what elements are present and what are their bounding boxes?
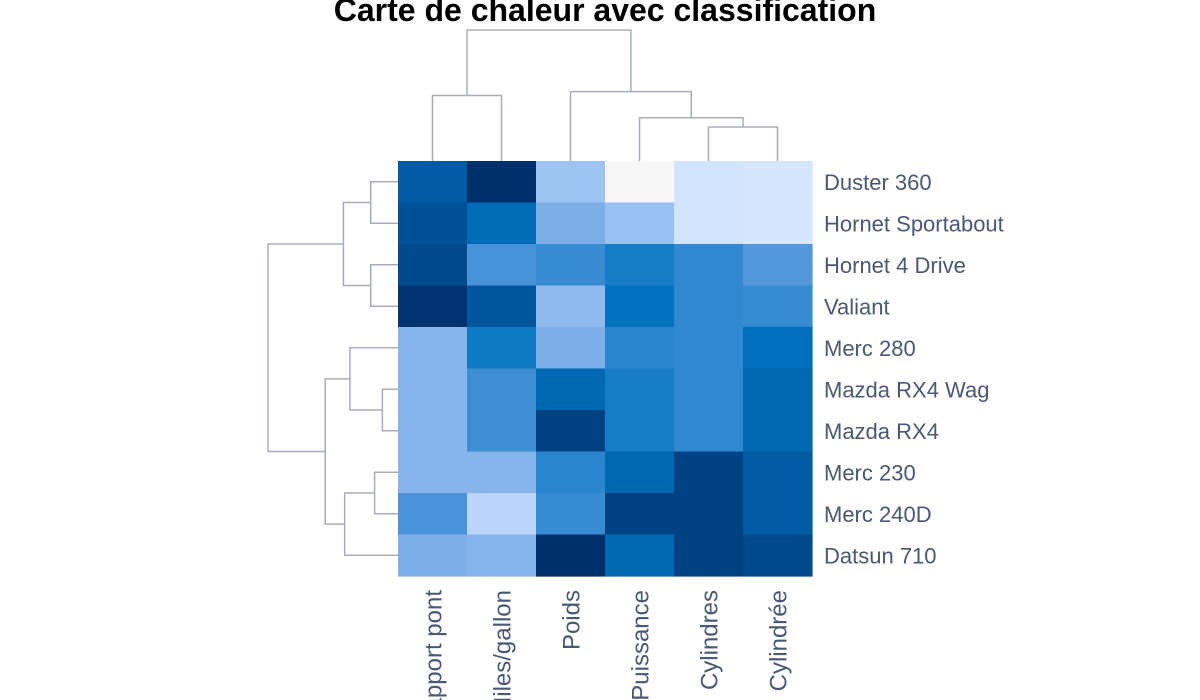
heatmap-cell: [743, 161, 813, 204]
heatmap-cell: [536, 244, 606, 287]
heatmap-cell: [743, 368, 813, 411]
heatmap-cell: [467, 202, 537, 245]
heatmap-cell: [743, 285, 813, 328]
column-label: Poids: [559, 590, 586, 650]
heatmap-cell: [605, 493, 675, 536]
column-label: Rapport pont: [421, 590, 448, 700]
dendrogram-branch: [369, 264, 398, 307]
heatmap-cell: [674, 244, 744, 287]
heatmap-cell: [398, 493, 468, 536]
row-label: Merc 230: [824, 460, 916, 485]
heatmap-cell: [536, 534, 606, 577]
chart-title: Carte de chaleur avec classification: [333, 0, 877, 28]
heatmap-cell: [398, 368, 468, 411]
row-label: Hornet Sportabout: [824, 211, 1004, 236]
row-label: Mazda RX4: [824, 419, 939, 444]
heatmap-cell: [743, 534, 813, 577]
heatmap-cell: [605, 327, 675, 370]
heatmap-cells: [398, 161, 813, 577]
column-label: Cylindrée: [766, 590, 793, 691]
heatmap-cell: [467, 410, 537, 453]
heatmap-cell: [467, 534, 537, 577]
heatmap-cell: [467, 327, 537, 370]
heatmap-cell: [398, 285, 468, 328]
heatmap-cell: [743, 451, 813, 494]
heatmap-cell: [743, 410, 813, 453]
row-label: Merc 280: [824, 336, 916, 361]
heatmap-cell: [605, 285, 675, 328]
heatmap-cell: [398, 534, 468, 577]
dendrogram-branch: [569, 90, 692, 161]
heatmap-cell: [605, 368, 675, 411]
row-labels: Duster 360 Hornet Sportabout Hornet 4 Driv…: [824, 170, 1004, 569]
dendrogram-branch: [342, 201, 371, 287]
heatmap-cell: [536, 202, 606, 245]
heatmap-cell: [467, 161, 537, 204]
dendrogram-branch: [369, 181, 398, 224]
heatmap-cell: [398, 161, 468, 204]
heatmap-cell: [467, 244, 537, 287]
row-label: Mazda RX4 Wag: [824, 377, 989, 402]
heatmap-cell: [743, 244, 813, 287]
dendrogram-branch: [373, 471, 398, 515]
heatmap-cell: [605, 410, 675, 453]
heatmap-cell: [674, 161, 744, 204]
dendrogram-branch: [381, 388, 398, 432]
heatmap-cell: [674, 493, 744, 536]
heatmap-cell: [536, 327, 606, 370]
dendrogram-branch: [707, 126, 779, 161]
heatmap-cell: [674, 285, 744, 328]
heatmap-cell: [398, 327, 468, 370]
heatmap-cell: [605, 534, 675, 577]
dendrogram-branch: [324, 378, 350, 525]
heatmap-cell: [536, 285, 606, 328]
heatmap-cell: [674, 368, 744, 411]
heatmap-cell: [536, 410, 606, 453]
heatmap-cell: [536, 161, 606, 204]
row-dendrogram: [267, 181, 398, 556]
row-label: Merc 240D: [824, 502, 932, 527]
heatmap-cell: [674, 410, 744, 453]
heatmap-cell: [536, 451, 606, 494]
heatmap-cell: [605, 451, 675, 494]
heatmap-cell: [536, 493, 606, 536]
heatmap-cell: [467, 451, 537, 494]
heatmap-cell: [398, 202, 468, 245]
heatmap-cell: [467, 368, 537, 411]
heatmap-cell: [467, 493, 537, 536]
heatmap-cell: [743, 327, 813, 370]
heatmap-cell: [605, 161, 675, 204]
column-label: Miles/gallon: [490, 590, 517, 700]
row-label: Duster 360: [824, 170, 932, 195]
heatmap-cell: [674, 202, 744, 245]
heatmap-cell: [536, 368, 606, 411]
column-label: Cylindres: [697, 590, 724, 690]
heatmap-cell: [398, 410, 468, 453]
column-dendrogram: [431, 29, 779, 161]
dendrogram-branch: [466, 29, 632, 96]
row-label: Datsun 710: [824, 543, 937, 568]
heatmap-cell: [605, 202, 675, 245]
heatmap-cell: [398, 451, 468, 494]
heatmap-cell: [743, 493, 813, 536]
dendrogram-branch: [431, 94, 503, 161]
row-label: Valiant: [824, 294, 890, 319]
heatmap-cell: [674, 327, 744, 370]
heatmap-cell: [743, 202, 813, 245]
heatmap-cell: [674, 534, 744, 577]
dendrogram-branch: [267, 243, 344, 453]
column-labels: Rapport pont Miles/gallon Poids Puissance Cy…: [421, 590, 793, 700]
heatmap-cell: [674, 451, 744, 494]
dendrogram-branch: [638, 117, 744, 161]
row-label: Hornet 4 Drive: [824, 253, 966, 278]
dendrogram-branch: [349, 347, 398, 411]
heatmap-cell: [605, 244, 675, 287]
heatmap-cell: [398, 244, 468, 287]
heatmap-cell: [467, 285, 537, 328]
dendrogram-branch: [343, 492, 398, 556]
column-label: Puissance: [628, 590, 655, 700]
